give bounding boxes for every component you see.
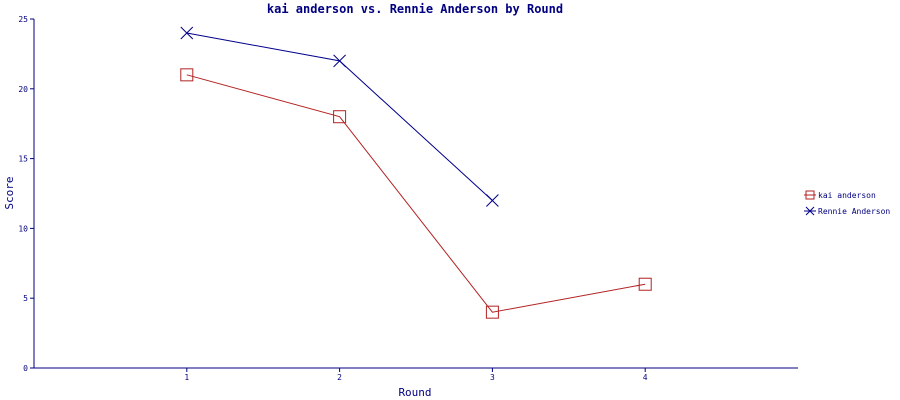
tick-labels: 0 5 10 15 20 25 1 2 3 4 <box>18 15 647 382</box>
x-axis-label: Round <box>398 386 431 399</box>
data-point <box>333 110 347 124</box>
chart-title: kai anderson vs. Rennie Anderson by Roun… <box>267 2 563 16</box>
data-point <box>485 305 499 319</box>
y-axis-label: Score <box>3 176 16 209</box>
legend-label: kai anderson <box>818 191 876 200</box>
x-tick-label: 3 <box>490 373 495 382</box>
data-point <box>638 277 652 291</box>
data-point <box>180 68 194 82</box>
legend-item: kai anderson <box>804 190 876 200</box>
x-tick-label: 2 <box>337 373 342 382</box>
x-tick-label: 4 <box>643 373 648 382</box>
legend-marker <box>805 190 815 200</box>
axes <box>30 18 798 372</box>
legend-marker <box>805 206 815 216</box>
data-point <box>486 194 499 207</box>
series-rennie-anderson <box>180 26 499 207</box>
data-point <box>333 54 346 68</box>
data-point <box>180 26 194 40</box>
y-tick-label: 15 <box>18 155 28 164</box>
y-tick-label: 10 <box>18 224 28 233</box>
series-layer <box>180 26 652 319</box>
y-tick-label: 0 <box>23 364 28 373</box>
series-line <box>186 74 646 313</box>
y-tick-label: 20 <box>18 85 28 94</box>
legend: kai anderson Rennie Anderson <box>804 190 890 216</box>
x-tick-label: 1 <box>184 373 189 382</box>
legend-label: Rennie Anderson <box>818 207 890 216</box>
series-kai-anderson <box>180 68 652 319</box>
legend-item: Rennie Anderson <box>804 206 890 216</box>
y-tick-label: 5 <box>23 294 28 303</box>
y-tick-label: 25 <box>18 15 28 24</box>
